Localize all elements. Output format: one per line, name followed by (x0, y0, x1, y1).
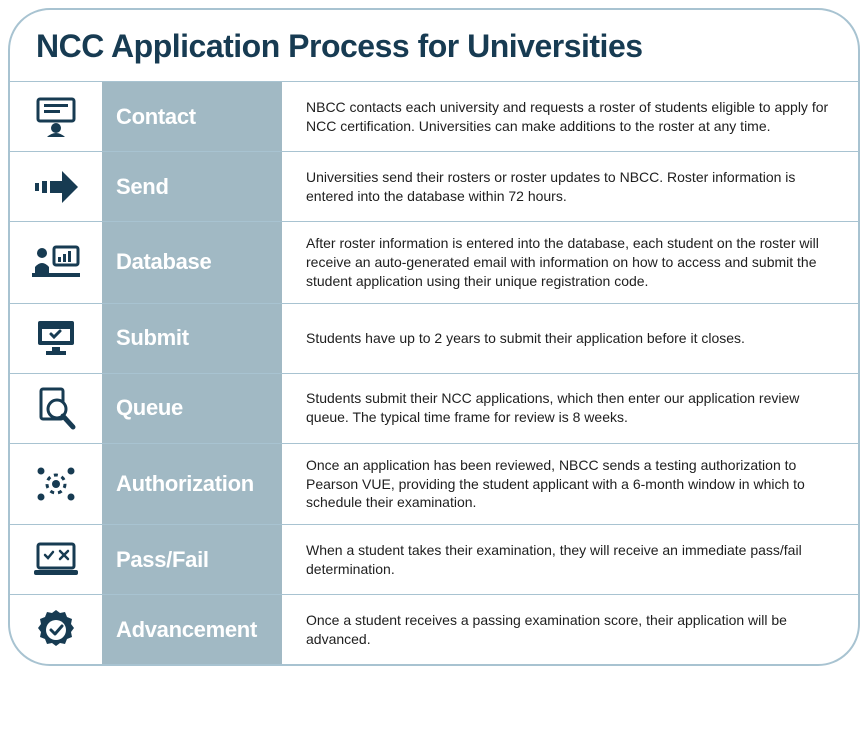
step-row: Advancement Once a student receives a pa… (10, 594, 858, 664)
database-desk-icon (10, 222, 102, 303)
step-row: Submit Students have up to 2 years to su… (10, 303, 858, 373)
step-desc: When a student takes their examination, … (282, 525, 858, 594)
process-card: NCC Application Process for Universities… (8, 8, 860, 666)
step-label: Contact (102, 82, 282, 151)
step-label: Queue (102, 374, 282, 443)
step-desc: NBCC contacts each university and reques… (282, 82, 858, 151)
send-arrow-icon (10, 152, 102, 221)
step-desc: Students have up to 2 years to submit th… (282, 304, 858, 373)
step-row: Pass/Fail When a student takes their exa… (10, 524, 858, 594)
contact-card-icon (10, 82, 102, 151)
page-title: NCC Application Process for Universities (10, 10, 858, 81)
passfail-laptop-icon (10, 525, 102, 594)
step-row: Contact NBCC contacts each university an… (10, 81, 858, 151)
submit-screen-icon (10, 304, 102, 373)
step-desc: Once a student receives a passing examin… (282, 595, 858, 664)
step-desc: Students submit their NCC applications, … (282, 374, 858, 443)
step-row: Send Universities send their rosters or … (10, 151, 858, 221)
authorization-gear-icon (10, 444, 102, 525)
step-desc: Universities send their rosters or roste… (282, 152, 858, 221)
step-label: Database (102, 222, 282, 303)
step-row: Database After roster information is ent… (10, 221, 858, 303)
step-row: Authorization Once an application has be… (10, 443, 858, 525)
queue-magnify-icon (10, 374, 102, 443)
step-label: Send (102, 152, 282, 221)
step-label: Pass/Fail (102, 525, 282, 594)
step-label: Submit (102, 304, 282, 373)
step-label: Authorization (102, 444, 282, 525)
advancement-badge-icon (10, 595, 102, 664)
step-label: Advancement (102, 595, 282, 664)
step-desc: After roster information is entered into… (282, 222, 858, 303)
step-desc: Once an application has been reviewed, N… (282, 444, 858, 525)
step-row: Queue Students submit their NCC applicat… (10, 373, 858, 443)
